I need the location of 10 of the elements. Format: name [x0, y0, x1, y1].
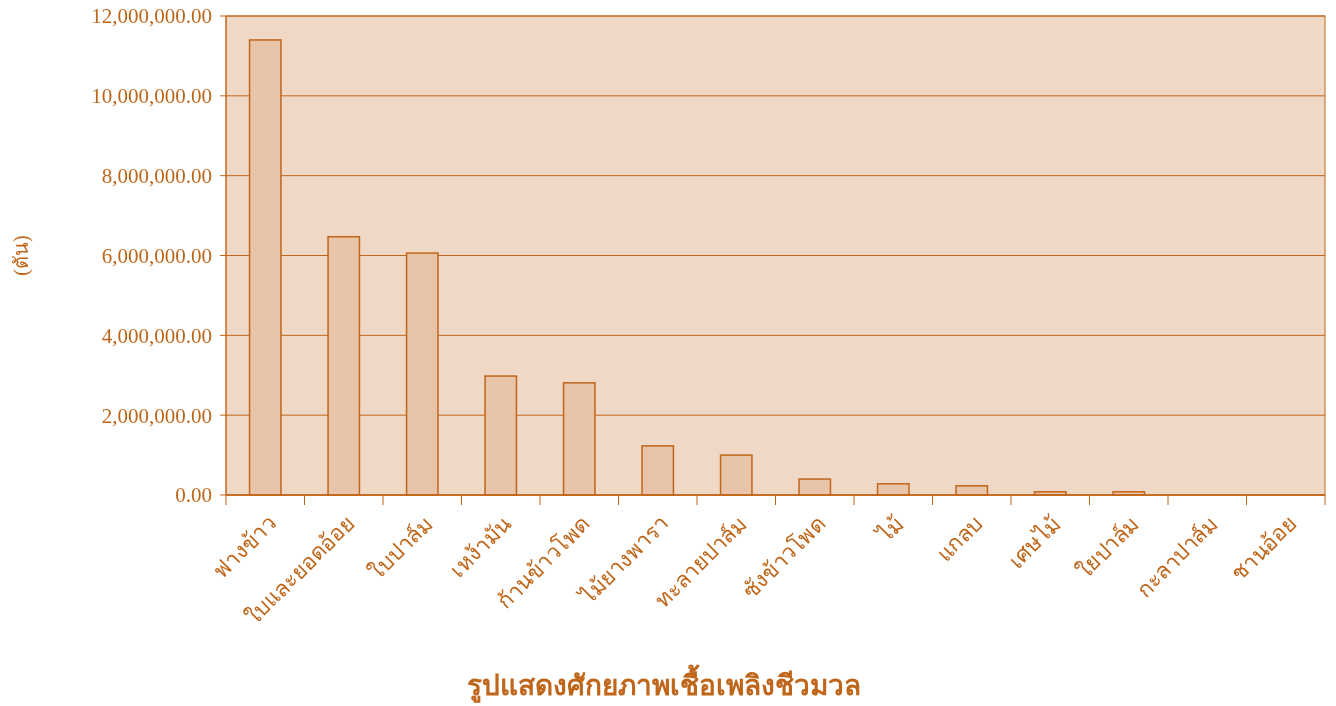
- y-tick-label: 6,000,000.00: [101, 243, 212, 268]
- y-tick-label: 8,000,000.00: [101, 164, 212, 189]
- y-tick-label: 4,000,000.00: [101, 323, 212, 348]
- y-tick-label: 10,000,000.00: [91, 84, 212, 109]
- y-axis-title: (ตัน): [10, 235, 33, 276]
- y-tick-label: 2,000,000.00: [101, 403, 212, 428]
- x-tick-label: ไม้: [871, 510, 909, 549]
- y-tick-label: 12,000,000.00: [91, 4, 212, 29]
- y-tick-label: 0.00: [175, 483, 212, 508]
- text: รูปแสดงศักยภาพเชื้อเพลิงชีวมวล: [467, 664, 861, 703]
